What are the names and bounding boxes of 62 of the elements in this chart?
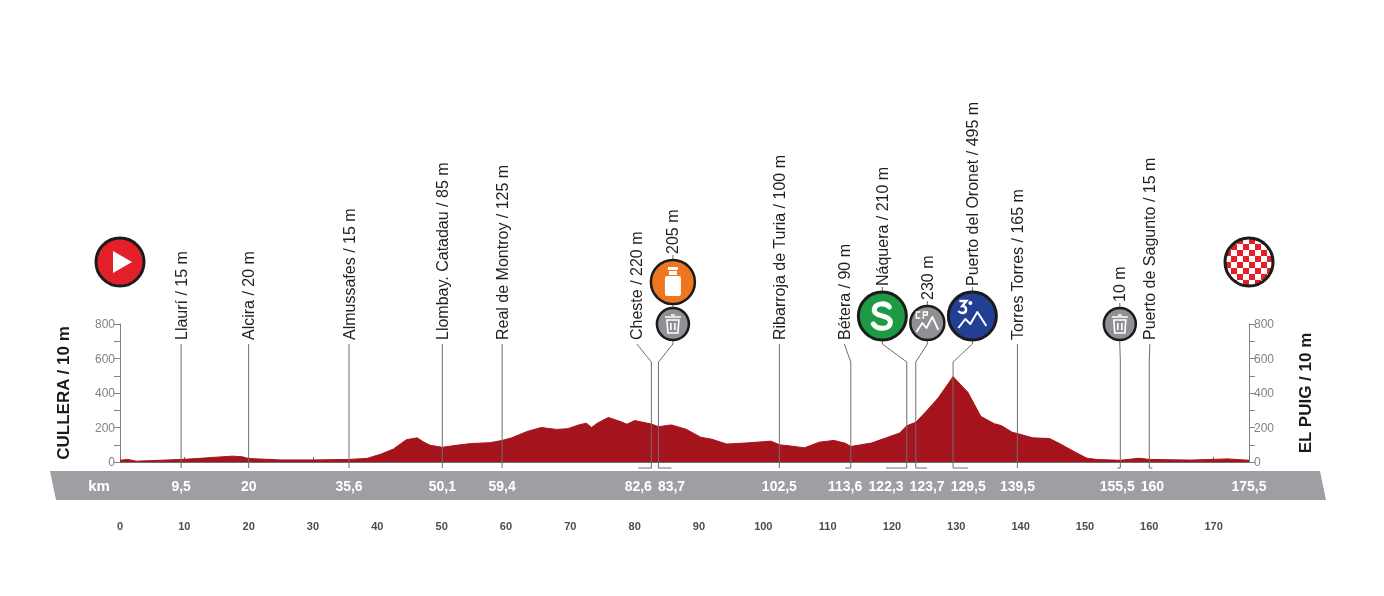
x-tick-label: 170	[1204, 519, 1223, 532]
ref-line-label: Náquera / 210 m	[873, 166, 891, 286]
text: 20	[240, 477, 257, 494]
y-tick-label: 800	[94, 317, 116, 331]
ref-line-label: Almussafes / 15 m	[340, 208, 358, 340]
text: 123,7	[909, 477, 945, 494]
ref-line-label: Cheste / 220 m	[628, 231, 646, 340]
text: 35,6	[335, 477, 363, 494]
text: 155,5	[1099, 477, 1135, 494]
x-tick-label: 100	[754, 519, 773, 532]
text: 82,6	[624, 477, 653, 494]
ref-line-label: Puerto del Oronet / 495 m	[963, 101, 981, 286]
x-tick-label: 90	[692, 519, 706, 532]
y-axis-title: CULLERA / 10 m	[54, 326, 73, 460]
x-tick-label: 110	[818, 519, 837, 532]
x-tick-label: 150	[1075, 519, 1095, 532]
ref-line-label: Puerto de Sagunto / 15 m	[1141, 157, 1159, 340]
ref-line-label: Real de Montroy / 125 m	[493, 164, 511, 340]
y2-tick-label: 600	[1254, 351, 1275, 366]
text: 175,5	[1231, 477, 1267, 494]
y2-axis-title: EL PUIG / 10 m	[1296, 332, 1315, 454]
text: 122,3	[868, 477, 904, 494]
y2-tick-label: 0	[1254, 455, 1261, 469]
y2-tick-label: 800	[1254, 317, 1275, 331]
text: 9,5	[171, 477, 192, 494]
ref-line-label: 10 m	[1111, 266, 1129, 302]
text: 50,1	[428, 477, 457, 494]
text: 83,7	[657, 477, 686, 494]
x-tick-label: 60	[499, 519, 513, 532]
y-tick-label: 0	[108, 455, 116, 469]
ref-line-label: Llombay. Catadau / 85 m	[433, 162, 451, 340]
x-tick-label: 20	[242, 519, 255, 532]
x-tick-label: 40	[371, 519, 384, 532]
text: 59,4	[488, 477, 516, 494]
ref-line-label: Ribarroja de Turia / 100 m	[770, 155, 788, 340]
ref-line-label: Torres Torres / 165 m	[1008, 189, 1026, 340]
ref-line-label: Llaurí / 15 m	[172, 251, 190, 340]
text: 139,5	[999, 477, 1036, 494]
ref-line-label: Bétera / 90 m	[835, 243, 853, 340]
y-tick-label: 600	[94, 351, 116, 366]
y2-tick-label: 400	[1254, 386, 1275, 400]
x-tick-label: 30	[306, 519, 320, 532]
x-tick-label: 130	[947, 519, 966, 532]
ref-line-label: Alcira / 20 m	[240, 251, 258, 340]
y-tick-label: 200	[94, 420, 116, 435]
text: 102,5	[761, 477, 798, 494]
x-tick-label: 80	[628, 519, 641, 532]
ref-line-label: 205 m	[664, 209, 682, 254]
text: km	[88, 477, 110, 494]
x-tick-label: 160	[1140, 519, 1159, 532]
x-tick-label: 120	[882, 519, 902, 532]
y2-tick-label: 200	[1254, 420, 1275, 435]
x-tick-label: 70	[564, 519, 577, 532]
x-tick-label: 10	[178, 519, 191, 532]
ref-line-label: 230 m	[918, 255, 936, 300]
x-tick-label: 0	[116, 519, 124, 532]
text: 160	[1140, 477, 1165, 494]
x-tick-label: 140	[1011, 519, 1030, 532]
text: 113,6	[827, 477, 863, 494]
x-tick-label: 50	[435, 519, 448, 532]
text: 129,5	[950, 477, 986, 494]
y-tick-label: 400	[94, 386, 116, 400]
